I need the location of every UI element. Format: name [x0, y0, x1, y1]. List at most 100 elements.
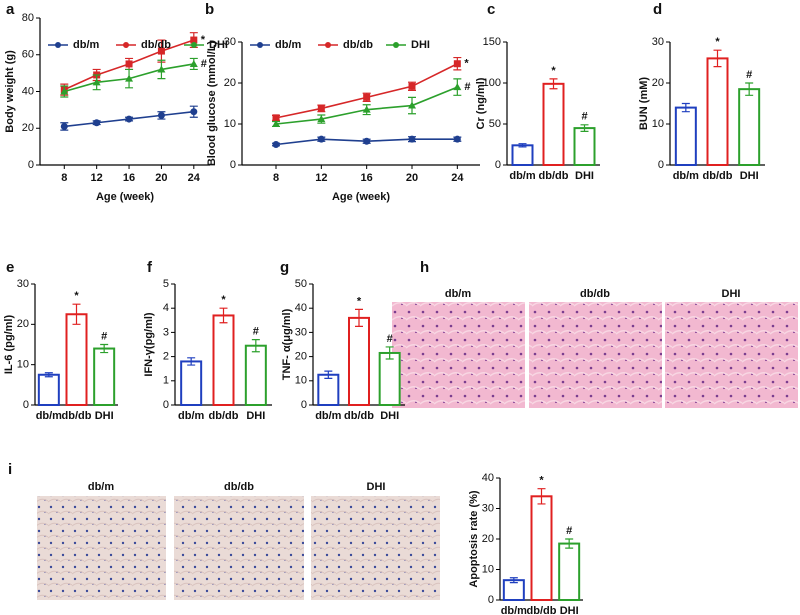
panel-letter: g — [280, 259, 289, 276]
y-tick-label: 0 — [230, 159, 236, 171]
point — [317, 135, 325, 143]
y-tick-label: 0 — [495, 159, 501, 171]
point — [93, 119, 101, 127]
legend-label: db/m — [275, 39, 301, 51]
y-tick-label: 1 — [163, 375, 169, 387]
x-tick-label: db/m — [36, 410, 62, 422]
error-bar — [509, 577, 518, 584]
y-tick-label: 2 — [163, 351, 169, 363]
significance-mark: * — [201, 34, 206, 46]
error-bar — [44, 372, 53, 378]
x-tick-label: db/db — [344, 410, 374, 422]
bar — [93, 347, 116, 406]
point — [60, 122, 68, 130]
y-tick-label: 40 — [22, 85, 34, 97]
bar — [244, 344, 267, 406]
significance-mark: # — [464, 81, 470, 93]
x-tick-label: DHI — [246, 410, 265, 422]
y-tick-label: 60 — [22, 49, 34, 61]
x-tick-label: 24 — [451, 172, 464, 184]
x-tick-label: 12 — [315, 172, 327, 184]
x-tick-label: DHI — [740, 170, 759, 182]
histology-panel: h db/m db/db DHI — [392, 259, 798, 408]
significance-mark: * — [551, 65, 556, 77]
error-bar — [219, 307, 228, 324]
error-bar — [251, 339, 260, 353]
y-tick-label: 0 — [28, 159, 34, 171]
bar — [212, 314, 235, 406]
y-tick-label: 20 — [22, 122, 34, 134]
error-bar — [324, 370, 333, 379]
error-bar — [549, 78, 558, 90]
y-tick-label: 50 — [295, 278, 307, 290]
tunel-image — [174, 496, 304, 600]
bar — [348, 316, 370, 407]
x-tick-label: 8 — [273, 172, 279, 184]
x-tick-label: DHI — [575, 170, 594, 182]
x-tick-label: db/db — [209, 410, 239, 422]
y-tick-label: 10 — [482, 563, 494, 575]
point — [453, 135, 461, 143]
significance-mark: * — [539, 475, 544, 487]
error-bar — [565, 538, 574, 549]
tunel-image — [37, 496, 166, 600]
point — [317, 115, 326, 123]
legend-label: DHI — [209, 39, 228, 51]
point — [60, 87, 69, 95]
point — [362, 105, 371, 113]
image-label: db/db — [224, 481, 254, 493]
y-tick-label: 50 — [489, 118, 501, 130]
y-axis-label: Apoptosis rate (%) — [468, 490, 480, 588]
x-tick-label: DHI — [95, 410, 114, 422]
error-bar — [72, 303, 81, 325]
ihc-panel: i db/m db/db DHI — [8, 461, 440, 600]
bar — [65, 313, 88, 406]
panel-letter: a — [6, 1, 15, 18]
y-axis-label: IFN-γ(pg/ml) — [143, 312, 155, 376]
error-bar — [681, 102, 690, 113]
point — [125, 60, 133, 68]
point — [189, 59, 198, 67]
significance-mark: # — [253, 326, 259, 338]
x-tick-label: db/db — [703, 170, 733, 182]
x-tick-label: 20 — [155, 172, 167, 184]
y-tick-label: 0 — [23, 399, 29, 411]
bar — [674, 106, 697, 166]
point — [408, 135, 416, 143]
y-tick-label: 20 — [482, 533, 494, 545]
x-tick-label: 12 — [91, 172, 103, 184]
y-axis-label: Body weight (g) — [4, 50, 16, 133]
error-bar — [187, 357, 196, 366]
significance-mark: * — [74, 290, 79, 302]
error-bar — [100, 343, 109, 354]
y-axis-label: Cr (ng/ml) — [475, 77, 487, 129]
error-bar — [518, 143, 527, 148]
y-tick-label: 3 — [163, 326, 169, 338]
point — [272, 114, 280, 122]
bar — [180, 360, 203, 407]
point — [125, 74, 134, 82]
legend-label: db/db — [343, 39, 373, 51]
point — [272, 141, 280, 148]
x-tick-label: db/m — [315, 410, 341, 422]
x-tick-label: 24 — [188, 172, 201, 184]
significance-mark: # — [746, 69, 752, 81]
y-tick-label: 10 — [224, 118, 236, 130]
bar — [738, 88, 761, 166]
point — [317, 104, 325, 112]
x-tick-label: 20 — [406, 172, 418, 184]
y-tick-label: 4 — [163, 302, 169, 314]
bar — [317, 373, 340, 406]
significance-mark: * — [357, 295, 362, 307]
legend-marker — [325, 42, 331, 48]
error-bar — [713, 49, 722, 68]
x-axis-label: Age (week) — [332, 191, 390, 203]
point — [157, 47, 165, 55]
point — [125, 115, 133, 123]
y-tick-label: 40 — [482, 472, 494, 484]
panel-letter: i — [8, 461, 12, 478]
tunel-image — [311, 496, 440, 600]
bar — [542, 82, 565, 166]
significance-mark: # — [201, 58, 207, 70]
image-label: db/db — [580, 288, 610, 300]
